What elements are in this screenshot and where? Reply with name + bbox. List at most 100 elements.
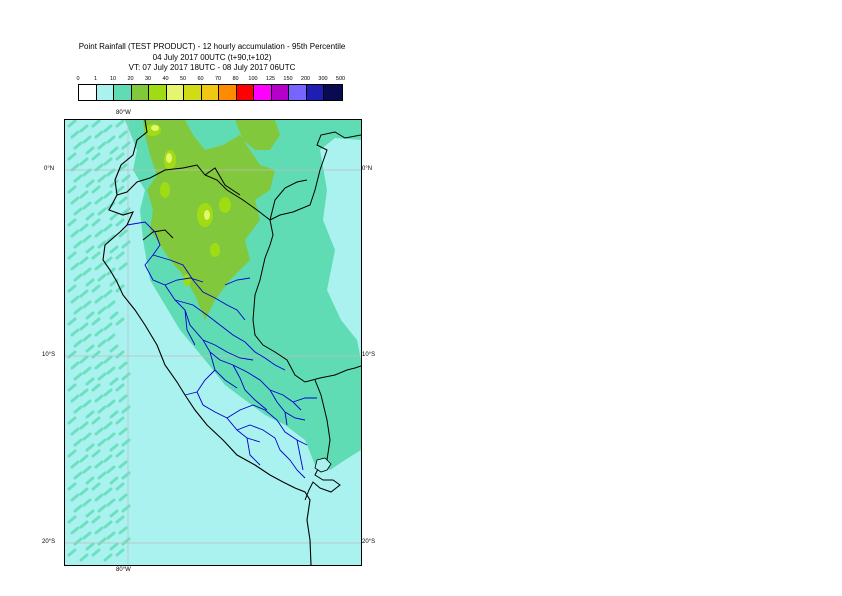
ocean-streak bbox=[82, 432, 92, 441]
ocean-streak bbox=[106, 234, 116, 243]
ocean-streak bbox=[115, 383, 125, 392]
ocean-streak bbox=[73, 273, 83, 282]
lat-label-right-10: 10°S bbox=[362, 352, 376, 358]
ocean-streak bbox=[97, 207, 107, 216]
ocean-streak bbox=[97, 372, 107, 381]
ocean-streak bbox=[115, 449, 125, 458]
ocean-streak bbox=[115, 416, 125, 425]
ocean-streak bbox=[97, 273, 107, 282]
ocean-streak bbox=[70, 460, 80, 469]
ocean-streak bbox=[73, 240, 83, 249]
national-borders bbox=[116, 131, 361, 501]
lon-label-bottom: 80°W bbox=[116, 567, 131, 573]
ocean-streak bbox=[109, 509, 119, 518]
ocean-streak bbox=[118, 262, 128, 271]
ocean-streak bbox=[85, 542, 95, 551]
ocean-streak bbox=[91, 185, 101, 194]
ocean-streak bbox=[103, 454, 113, 463]
ocean-streak bbox=[103, 322, 113, 331]
ocean-streak bbox=[118, 229, 128, 238]
ocean-streak bbox=[79, 454, 89, 463]
ocean-streak bbox=[97, 306, 107, 315]
coastline bbox=[102, 120, 312, 565]
ocean-streak bbox=[82, 366, 92, 375]
ocean-streak bbox=[103, 256, 113, 265]
ocean-streak bbox=[73, 141, 83, 150]
ocean-streak bbox=[82, 465, 92, 474]
ocean-streak bbox=[79, 520, 89, 529]
ocean-streak bbox=[109, 311, 119, 320]
ocean-streak bbox=[97, 240, 107, 249]
ocean-streak bbox=[73, 504, 83, 513]
ocean-streak bbox=[79, 124, 89, 133]
legend-swatch-3 bbox=[131, 85, 149, 100]
ocean-streak bbox=[118, 493, 128, 502]
ocean-streak bbox=[115, 317, 125, 326]
ocean-streak bbox=[70, 394, 80, 403]
ocean-streak bbox=[85, 344, 95, 353]
legend-swatch-6 bbox=[184, 85, 202, 100]
ocean-streak bbox=[94, 196, 104, 205]
ocean-streak bbox=[67, 449, 77, 458]
ocean-streak bbox=[73, 306, 83, 315]
ocean-streak bbox=[79, 388, 89, 397]
legend-label-11: 125 bbox=[265, 76, 276, 82]
ocean-streak bbox=[97, 438, 107, 447]
ocean-streak bbox=[85, 377, 95, 386]
legend-label-13: 200 bbox=[300, 76, 311, 82]
legend-swatch-9 bbox=[236, 85, 254, 100]
ocean-streak bbox=[94, 493, 104, 502]
ocean-streak bbox=[73, 339, 83, 348]
ocean-streak bbox=[82, 135, 92, 144]
ocean-streak bbox=[106, 366, 116, 375]
ocean-streak bbox=[85, 311, 95, 320]
ocean-streak bbox=[115, 251, 125, 260]
ocean-streak bbox=[91, 416, 101, 425]
ocean-streak bbox=[91, 548, 101, 557]
ocean-streak bbox=[94, 229, 104, 238]
lon-label-top: 80°W bbox=[116, 110, 131, 116]
ocean-streak bbox=[67, 185, 77, 194]
ocean-streak bbox=[118, 130, 128, 139]
ocean-streak bbox=[103, 289, 113, 298]
ocean-streak bbox=[118, 460, 128, 469]
ocean-streak bbox=[67, 152, 77, 161]
ocean-streak bbox=[79, 289, 89, 298]
ocean-streak bbox=[109, 245, 119, 254]
title-line-1: Point Rainfall (TEST PRODUCT) - 12 hourl… bbox=[78, 42, 346, 51]
legend-swatch-0 bbox=[79, 85, 97, 100]
ocean-streak bbox=[103, 487, 113, 496]
ocean-streak bbox=[109, 377, 119, 386]
ocean-streak bbox=[97, 141, 107, 150]
map-svg bbox=[65, 120, 361, 565]
ocean-streak bbox=[70, 328, 80, 337]
ocean-streak bbox=[115, 152, 125, 161]
ocean-streak bbox=[82, 234, 92, 243]
legend-label-1: 1 bbox=[93, 76, 98, 82]
ocean-streak bbox=[115, 120, 125, 128]
ocean-streak bbox=[73, 438, 83, 447]
ocean-streak bbox=[103, 388, 113, 397]
ocean-streak bbox=[70, 361, 80, 370]
ocean-streak bbox=[85, 212, 95, 221]
ocean-streak bbox=[67, 218, 77, 227]
legend-label-4: 30 bbox=[144, 76, 152, 82]
ocean-streak bbox=[109, 212, 119, 221]
legend-label-10: 100 bbox=[248, 76, 258, 82]
ocean-streak bbox=[67, 383, 77, 392]
ocean-streak bbox=[79, 355, 89, 364]
ocean-streak bbox=[91, 251, 101, 260]
ocean-streak bbox=[85, 476, 95, 485]
ocean-streak bbox=[73, 372, 83, 381]
ocean-streak bbox=[85, 443, 95, 452]
ocean-streak bbox=[91, 482, 101, 491]
ocean-streak bbox=[67, 548, 77, 557]
ocean-streak bbox=[118, 361, 128, 370]
ocean-streak bbox=[79, 487, 89, 496]
legend-label-8: 70 bbox=[214, 76, 222, 82]
ocean-streak bbox=[106, 168, 116, 177]
ocean-streak bbox=[70, 493, 80, 502]
ocean-streak bbox=[109, 344, 119, 353]
ocean-streak bbox=[91, 218, 101, 227]
legend-swatch-5 bbox=[166, 85, 184, 100]
